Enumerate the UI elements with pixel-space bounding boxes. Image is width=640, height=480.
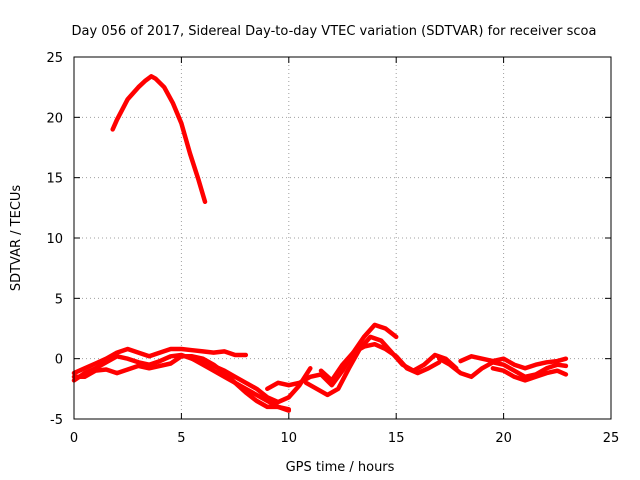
y-axis-label: SDTVAR / TECUs [9,185,24,292]
series-line-s1 [71,346,249,376]
y-tick-label: 15 [46,172,63,187]
data-series [71,74,569,413]
y-tick-label: -5 [50,413,63,428]
series-line-s10 [490,366,569,383]
series-line-high-arc [110,74,208,205]
x-axis-ticks: 0 5 10 15 20 25 [70,57,619,446]
y-tick-label: 10 [46,232,63,247]
y-tick-label: 25 [46,51,63,66]
x-axis-label: GPS time / hours [286,460,395,475]
y-tick-label: 5 [55,292,63,307]
x-tick-label: 20 [495,431,512,446]
x-tick-label: 10 [281,431,298,446]
x-tick-label: 0 [70,431,78,446]
y-tick-label: 20 [46,111,63,126]
series-line-s7 [318,341,442,383]
x-tick-label: 5 [177,431,185,446]
series-line-s8 [436,356,569,380]
y-tick-label: 0 [55,353,63,368]
x-tick-label: 25 [603,431,620,446]
series-line-s9 [458,354,569,371]
series-line-s3 [71,354,292,412]
x-tick-label: 15 [388,431,405,446]
series-line-s2 [71,352,313,405]
chart-title: Day 056 of 2017, Sidereal Day-to-day VTE… [72,24,597,39]
series-line-s4 [189,356,292,413]
series-line-s5 [265,322,399,392]
series-line-s6 [303,334,459,398]
y-axis-ticks: -5 0 5 10 15 20 25 [46,51,611,428]
grid-lines [74,57,611,419]
